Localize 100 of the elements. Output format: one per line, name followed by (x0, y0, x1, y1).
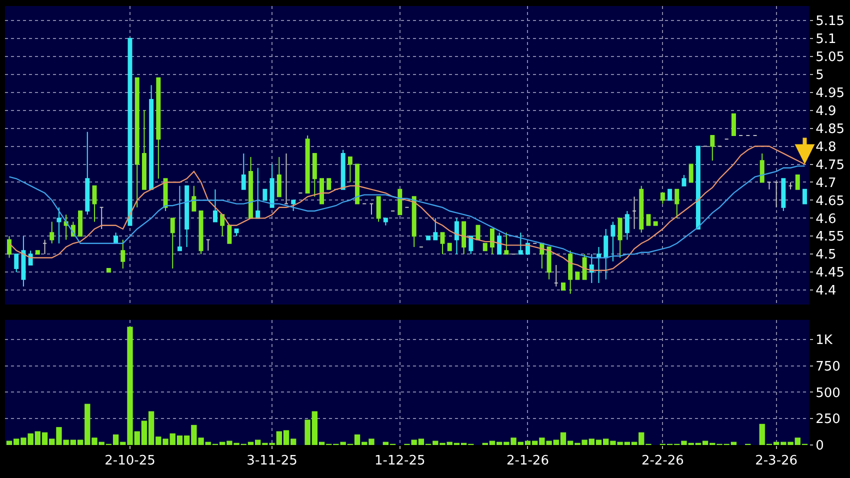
candlestick (114, 232, 118, 244)
candlestick (497, 232, 502, 255)
candlestick (412, 196, 416, 248)
candlestick (256, 167, 260, 219)
x-tick-label: 2-2-26 (641, 454, 684, 469)
y-tick-label: 4.75 (816, 158, 845, 173)
candlestick (106, 268, 111, 273)
candlestick (476, 224, 480, 240)
candlestick (85, 131, 90, 216)
candlestick (177, 185, 182, 252)
candlestick (447, 242, 452, 252)
candlestick (618, 218, 622, 258)
candlestick (376, 196, 381, 222)
x-tick-label: 1-12-25 (374, 454, 426, 469)
candlestick (482, 242, 488, 252)
x-tick-label: 2-1-26 (506, 454, 549, 469)
candlestick (710, 134, 715, 162)
y-tick-label: 4.85 (816, 122, 845, 137)
candlestick (92, 185, 97, 222)
y-tick-label: 4.65 (816, 194, 845, 209)
candlestick (212, 188, 218, 222)
candlestick (134, 77, 140, 208)
candlestick (248, 156, 253, 219)
y-tick-label: 4.55 (816, 230, 845, 245)
candlestick (518, 232, 523, 255)
y-tick-label: 1K (816, 332, 833, 348)
candlestick (596, 246, 602, 284)
candlestick (320, 178, 324, 204)
candlestick (369, 203, 374, 216)
candlestick (468, 236, 474, 255)
y-tick-label: 500 (816, 386, 840, 401)
candlestick (610, 221, 616, 262)
y-tick-label: 4.4 (816, 284, 836, 299)
candlestick (227, 224, 232, 244)
y-tick-label: 5.05 (816, 50, 845, 65)
candlestick (99, 206, 104, 230)
candlestick (270, 164, 274, 208)
candlestick (760, 152, 764, 183)
candlestick (462, 221, 466, 255)
candlestick (440, 232, 445, 255)
candlestick (774, 182, 779, 208)
y-tick-label: 750 (816, 359, 840, 374)
candlestick (50, 221, 54, 244)
candlestick (78, 210, 83, 237)
candlestick (731, 113, 736, 136)
candlestick (589, 254, 594, 284)
candlestick (490, 228, 494, 255)
candlestick (305, 134, 310, 194)
x-tick-label: 3-11-25 (246, 454, 298, 469)
candlestick (696, 146, 700, 230)
candlestick (426, 236, 431, 240)
candlestick (433, 218, 438, 240)
candlestick (276, 156, 282, 198)
line-series (8, 165, 806, 258)
candlestick (674, 188, 680, 219)
candlestick (7, 236, 12, 258)
candlestick (561, 282, 566, 291)
x-tick-label: 2-10-25 (104, 454, 156, 469)
y-tick-label: 0 (816, 438, 824, 454)
candlestick (568, 250, 573, 294)
candlestick (184, 185, 190, 248)
candlestick (220, 214, 225, 237)
y-tick-label: 4.95 (816, 86, 845, 101)
candlestick (340, 149, 346, 190)
candlestick (149, 84, 154, 190)
y-tick-label: 5.1 (816, 32, 836, 47)
candlestick (688, 164, 694, 183)
candlestick (398, 188, 402, 216)
y-tick-label: 4.7 (816, 176, 836, 191)
candlestick (56, 206, 62, 244)
candlestick (142, 110, 146, 190)
candlestick (504, 232, 509, 255)
candlestick (284, 152, 288, 204)
candlestick (624, 210, 630, 240)
candlestick (326, 178, 332, 190)
candlestick (198, 210, 204, 255)
candlestick (582, 254, 587, 280)
candlestick (781, 178, 786, 212)
candlestick (383, 218, 388, 226)
candlestick (575, 272, 580, 280)
candlestick (766, 182, 772, 190)
candlestick (291, 200, 296, 212)
candlestick (206, 239, 210, 252)
candlestick (454, 218, 459, 255)
y-tick-label: 250 (816, 412, 840, 428)
candlestick (312, 152, 317, 198)
candlestick (788, 182, 793, 190)
candlestick (653, 221, 658, 226)
candlestick (795, 174, 800, 190)
candlestick (604, 228, 608, 280)
candlestick (546, 246, 552, 280)
candlestick (42, 239, 48, 255)
candlestick (35, 250, 40, 255)
candlestick (682, 174, 686, 186)
candlestick (241, 152, 246, 190)
y-tick-label: 4.6 (816, 212, 836, 227)
candlestick (234, 228, 239, 237)
candlestick (120, 239, 126, 270)
y-tick-label: 5 (816, 68, 824, 83)
candlestick (262, 188, 268, 201)
